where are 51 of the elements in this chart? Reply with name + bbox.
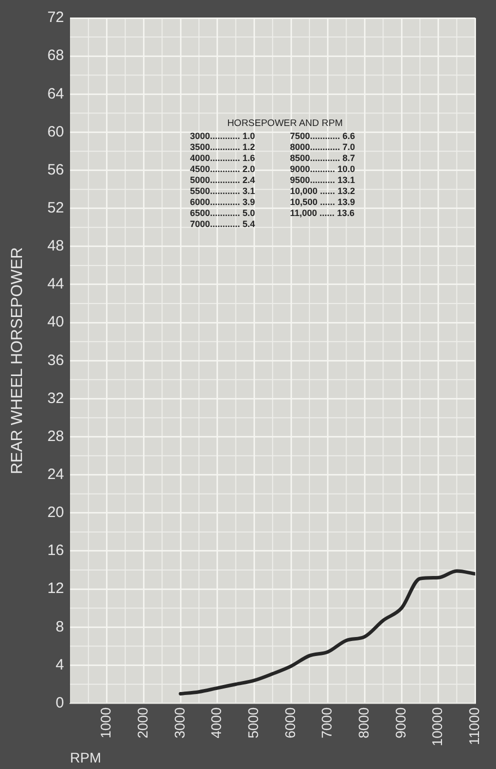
annotation: 5000............ 2.4 [190,175,256,186]
x-tick-label: 11000 [466,707,482,746]
annotation: 3000............ 1.0 [190,131,256,142]
y-tick-label: 68 [47,47,64,64]
x-axis-title: RPM [70,749,102,766]
x-tick-label: 2000 [134,707,151,738]
y-tick-label: 64 [47,85,64,102]
y-tick-label: 44 [47,276,64,293]
annotation: 9000.......... 10.0 [290,164,356,175]
annotation: 8000............ 7.0 [290,142,356,153]
annotation: 6000............ 3.9 [190,197,256,208]
x-tick-label: 6000 [282,707,298,738]
annotation: 3500............ 1.2 [190,142,256,153]
y-tick-label: 0 [56,694,64,712]
x-tick-label: 10000 [429,707,446,746]
annotation: 7500............ 6.6 [290,131,356,142]
y-tick-label: 36 [47,352,64,369]
x-tick-label: 9000 [392,707,408,738]
x-tick-label: 4000 [208,707,224,738]
annotation: HORSEPOWER AND RPM [226,118,344,129]
annotation: 8500............ 8.7 [290,153,356,164]
y-tick-label: 32 [47,390,64,407]
annotation: 7000............ 5.4 [190,219,256,230]
y-tick-label: 72 [47,9,64,26]
x-tick-label: 5000 [245,707,262,738]
annotation: 5500............ 3.1 [190,186,256,197]
y-tick-label: 56 [47,161,64,178]
annotation: 4000............ 1.6 [190,153,256,164]
annotation: 6500............ 5.0 [190,208,256,219]
line-series [178,569,476,696]
annotation: 9500.......... 13.1 [290,175,356,186]
y-tick-label: 40 [47,314,64,331]
y-tick-label: 28 [47,428,64,445]
y-tick-label: 60 [47,123,64,140]
y-tick-label: 12 [47,580,64,598]
annotation: 4500............ 2.0 [190,164,256,175]
x-tick-label: 1000 [98,707,114,738]
y-tick-label: 20 [47,504,64,522]
x-tick-label: 7000 [318,707,335,738]
annotation: 10,000 ...... 13.2 [290,186,356,197]
annotation: 11,000 ...... 13.6 [290,208,356,219]
y-tick-label: 24 [47,466,64,483]
annotation: 10,500 ...... 13.9 [290,197,356,208]
y-tick-label: 16 [47,542,64,560]
y-tick-label: 4 [56,656,64,674]
y-axis-title: REAR WHEEL HORSEPOWER [9,247,26,474]
x-tick-label: 8000 [356,707,372,738]
y-tick-label: 52 [47,199,64,216]
y-tick-label: 48 [47,238,64,255]
x-tick-label: 3000 [171,707,188,738]
y-tick-label: 8 [56,618,64,636]
